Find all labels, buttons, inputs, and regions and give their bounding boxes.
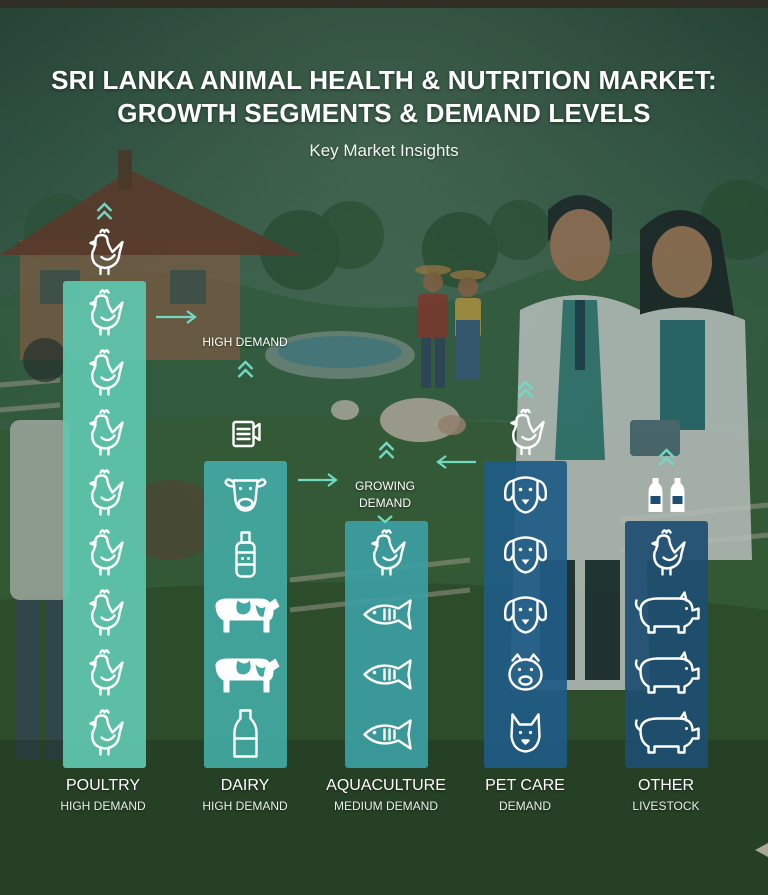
title-line-1: SRI LANKA ANIMAL HEALTH & NUTRITION MARK… [51,65,717,95]
fish-icon [363,719,412,750]
bar-aquaculture [345,521,428,768]
category-sublabel-dairy: HIGH DEMAND [202,799,288,813]
pig-icon [634,711,700,754]
chicken-icon [89,349,124,396]
decorations-group [89,202,685,524]
dog-icon [503,536,548,574]
growth-chevron-pet-care [517,380,534,398]
category-label-poultry: POULTRY [65,777,141,794]
cow-icon [215,658,280,693]
dog-icon [503,476,548,514]
pig-icon [634,591,700,634]
bar-pet-care [484,461,567,768]
pig-icon [634,651,700,694]
chicken-icon [89,649,124,696]
growing-demand-annotation: GROWING DEMAND [325,478,445,512]
milk-bottle-icon [233,709,258,758]
arrow-poultry-to-dairy [156,310,197,324]
cow-icon [215,598,280,633]
pig-face-icon [508,653,543,691]
arrow-dairy-to-aquaculture [298,473,338,487]
cow-head-icon [224,478,267,512]
bar-other [625,521,708,768]
high-demand-annotation: HIGH DEMAND [202,335,288,349]
feed-icon [235,531,256,578]
fish-icon [363,599,412,630]
chicken-icon [89,709,124,756]
cat-icon [510,713,541,753]
chicken-icon [89,228,124,276]
category-label-pet-care: PET CARE [485,777,565,794]
chicken-icon [651,529,686,576]
growth-chevron-other [658,448,675,466]
growth-chevron-aquaculture [378,441,395,459]
chicken-icon [89,589,124,636]
title-line-2: GROWTH SEGMENTS & DEMAND LEVELS [117,98,651,128]
milk-bottles-icon [648,478,685,512]
chart-subtitle: Key Market Insights [309,141,459,160]
icons-group [89,289,700,758]
growth-chevron-poultry [96,202,113,220]
chicken-icon [371,529,406,576]
chicken-icon [89,469,124,516]
category-label-dairy: DAIRY [220,777,270,794]
category-sublabel-poultry: HIGH DEMAND [60,799,146,813]
category-sublabel-aquaculture: MEDIUM DEMAND [334,799,438,813]
dog-icon [503,596,548,634]
arrow-petcare-to-center [436,455,476,469]
category-label-other: OTHER [638,777,694,794]
chicken-icon [89,289,124,336]
growing-demand-line-2: DEMAND [358,496,411,510]
fish-icon [363,659,412,690]
growing-demand-line-1: GROWING [355,479,415,493]
dairy-feed-icon [232,420,261,448]
category-sublabel-pet-care: DEMAND [498,799,551,813]
chicken-icon [510,408,545,456]
chicken-icon [89,529,124,576]
growth-chevron-dairy [237,360,254,378]
down-chevron-icon [377,515,393,524]
category-label-aquaculture: AQUACULTURE [326,777,446,794]
category-sublabel-other: LIVESTOCK [632,799,700,813]
bar-poultry [63,281,146,768]
chart-title: SRI LANKA ANIMAL HEALTH & NUTRITION MARK… [0,64,768,130]
chicken-icon [89,409,124,456]
